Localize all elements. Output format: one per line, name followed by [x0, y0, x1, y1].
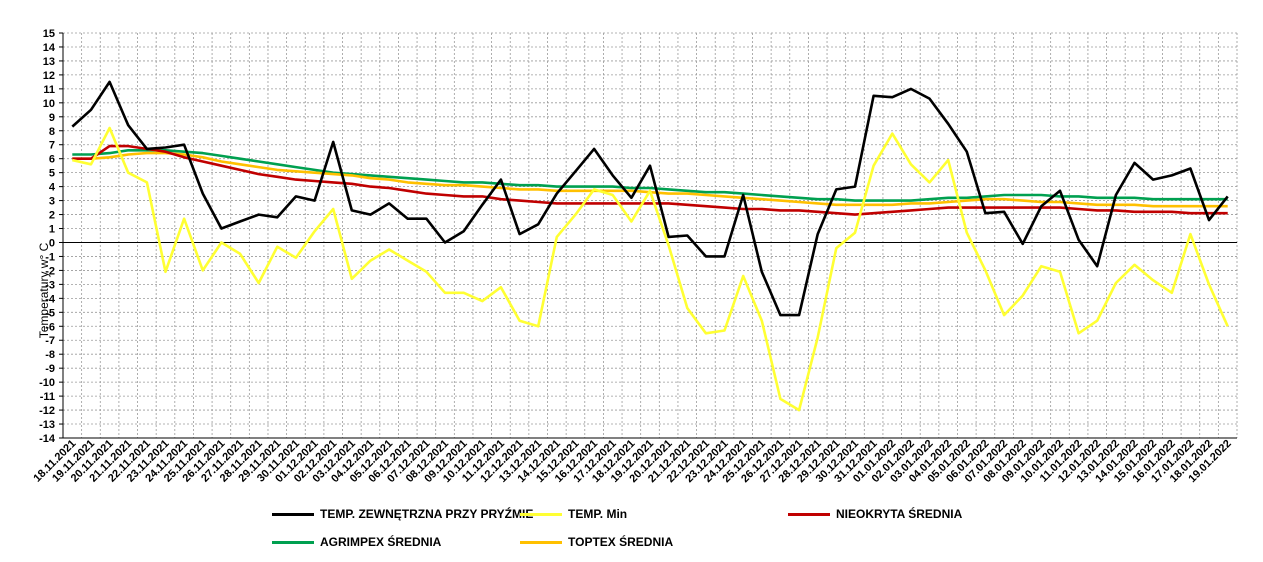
y-tick-label: 8: [49, 126, 55, 138]
y-tick-label: 12: [43, 70, 55, 82]
y-tick-label: 13: [43, 56, 55, 68]
legend-item: NIEOKRYTA ŚREDNIA: [788, 507, 962, 521]
y-tick-label: 0: [49, 237, 55, 249]
gridlines: [63, 32, 1238, 439]
y-tick-label: -14: [39, 433, 56, 445]
y-tick-label: -9: [45, 363, 55, 375]
legend-swatch: [520, 512, 562, 516]
legend-label: TOPTEX ŚREDNIA: [568, 535, 674, 549]
legend-label: AGRIMPEX ŚREDNIA: [320, 535, 442, 549]
y-tick-label: 14: [43, 42, 56, 54]
legend-item: TEMP. Min: [520, 507, 627, 521]
y-tick-label: 2: [49, 210, 55, 222]
series-line-2: [72, 144, 1228, 216]
legend-swatch: [788, 512, 830, 516]
y-tick-label: -13: [39, 419, 55, 431]
y-tick-label: -12: [39, 405, 55, 417]
y-tick-label: 5: [49, 168, 55, 180]
y-tick-label: 4: [49, 182, 56, 194]
legend-label: NIEOKRYTA ŚREDNIA: [836, 507, 963, 521]
y-tick-label: -1: [45, 251, 55, 263]
y-tick-label: -10: [39, 377, 55, 389]
legend-swatch: [272, 540, 314, 544]
legend-label: TEMP. ZEWNĘTRZNA PRZY PRYŹMIE: [320, 507, 534, 521]
y-tick-label: 10: [43, 98, 55, 110]
y-tick-label: -7: [45, 335, 55, 347]
y-tick-label: -6: [45, 321, 55, 333]
y-tick-label: 11: [43, 84, 55, 96]
legend-label: TEMP. Min: [568, 507, 628, 521]
y-tick-label: 1: [49, 224, 55, 236]
series-lines: [71, 80, 1229, 412]
legend-item: TEMP. ZEWNĘTRZNA PRZY PRYŹMIE: [272, 507, 533, 521]
y-tick-label: -3: [45, 279, 55, 291]
y-tick-label: -2: [45, 265, 55, 277]
series-line-3: [72, 149, 1228, 202]
y-tick-label: -8: [45, 349, 55, 361]
series-line-1: [72, 126, 1229, 412]
y-tick-label: 15: [43, 28, 55, 40]
x-tick-labels: 18.11.202119.11.202120.11.202121.11.2021…: [31, 438, 1233, 485]
series-line-4: [72, 151, 1228, 208]
legend-swatch: [520, 540, 562, 544]
y-tick-label: 6: [49, 154, 55, 166]
y-tick-label: 7: [49, 140, 55, 152]
legend-swatch: [272, 512, 314, 516]
y-tick-label: -5: [45, 307, 55, 319]
y-tick-label: -4: [45, 293, 56, 305]
y-tick-labels: 1514131211109876543210-1-2-3-4-5-6-7-8-9…: [39, 28, 56, 445]
y-tick-label: 3: [49, 196, 55, 208]
y-axis-label: Temperatury w° C: [37, 242, 51, 338]
axes: [59, 32, 1237, 439]
legend-item: TOPTEX ŚREDNIA: [520, 535, 673, 549]
y-tick-label: -11: [40, 391, 55, 403]
y-tick-label: 9: [49, 112, 55, 124]
legend-item: AGRIMPEX ŚREDNIA: [272, 535, 441, 549]
series-line-0: [71, 80, 1229, 317]
